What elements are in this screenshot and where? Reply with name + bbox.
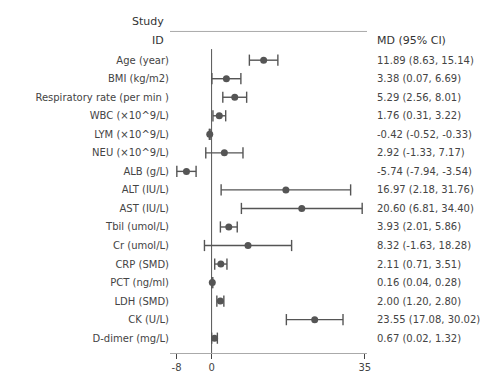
svg-text:Respiratory rate (per min ): Respiratory rate (per min ) xyxy=(35,92,169,103)
svg-text:3.38 (0.07, 6.69): 3.38 (0.07, 6.69) xyxy=(377,73,461,84)
svg-text:-5.74 (-7.94, -3.54): -5.74 (-7.94, -3.54) xyxy=(377,166,472,177)
svg-text:20.60 (6.81, 34.40): 20.60 (6.81, 34.40) xyxy=(377,203,474,214)
svg-text:AST (IU/L): AST (IU/L) xyxy=(120,203,170,214)
svg-text:D-dimer (mg/L): D-dimer (mg/L) xyxy=(93,333,170,344)
svg-text:Cr (umol/L): Cr (umol/L) xyxy=(113,240,169,251)
svg-text:8.32 (-1.63, 18.28): 8.32 (-1.63, 18.28) xyxy=(377,240,471,251)
svg-text:2.92 (-1.33, 7.17): 2.92 (-1.33, 7.17) xyxy=(377,147,465,158)
svg-text:WBC (×10^9/L): WBC (×10^9/L) xyxy=(90,110,169,121)
svg-text:23.55 (17.08, 30.02): 23.55 (17.08, 30.02) xyxy=(377,314,480,325)
svg-text:LYM (×10^9/L): LYM (×10^9/L) xyxy=(94,129,169,140)
svg-text:0: 0 xyxy=(208,362,214,373)
svg-text:ALB (g/L): ALB (g/L) xyxy=(123,166,169,177)
svg-text:Age (year): Age (year) xyxy=(116,55,169,66)
svg-text:ALT (IU/L): ALT (IU/L) xyxy=(122,184,169,195)
svg-text:-0.42 (-0.52, -0.33): -0.42 (-0.52, -0.33) xyxy=(377,129,472,140)
svg-text:CK (U/L): CK (U/L) xyxy=(128,314,169,325)
svg-text:-8: -8 xyxy=(172,362,182,373)
svg-text:LDH (SMD): LDH (SMD) xyxy=(115,296,170,307)
svg-text:3.93 (2.01, 5.86): 3.93 (2.01, 5.86) xyxy=(377,221,461,232)
svg-text:ID: ID xyxy=(152,34,164,47)
svg-text:2.00 (1.20, 2.80): 2.00 (1.20, 2.80) xyxy=(377,296,461,307)
svg-text:5.29 (2.56, 8.01): 5.29 (2.56, 8.01) xyxy=(377,92,461,103)
svg-text:0.67 (0.02, 1.32): 0.67 (0.02, 1.32) xyxy=(377,333,461,344)
svg-text:NEU (×10^9/L): NEU (×10^9/L) xyxy=(92,147,169,158)
svg-text:0.16 (0.04, 0.28): 0.16 (0.04, 0.28) xyxy=(377,277,461,288)
svg-text:Tbil (umol/L): Tbil (umol/L) xyxy=(105,221,169,232)
svg-text:35: 35 xyxy=(358,362,371,373)
svg-text:PCT (ng/ml): PCT (ng/ml) xyxy=(110,277,169,288)
svg-text:16.97 (2.18, 31.76): 16.97 (2.18, 31.76) xyxy=(377,184,474,195)
svg-text:CRP (SMD): CRP (SMD) xyxy=(115,259,169,270)
svg-text:2.11 (0.71, 3.51): 2.11 (0.71, 3.51) xyxy=(377,259,461,270)
svg-text:BMI (kg/m2): BMI (kg/m2) xyxy=(108,73,169,84)
svg-text:MD (95% CI): MD (95% CI) xyxy=(377,34,446,47)
svg-text:1.76 (0.31, 3.22): 1.76 (0.31, 3.22) xyxy=(377,110,461,121)
svg-text:Study: Study xyxy=(132,15,164,28)
svg-text:11.89 (8.63, 15.14): 11.89 (8.63, 15.14) xyxy=(377,55,474,66)
